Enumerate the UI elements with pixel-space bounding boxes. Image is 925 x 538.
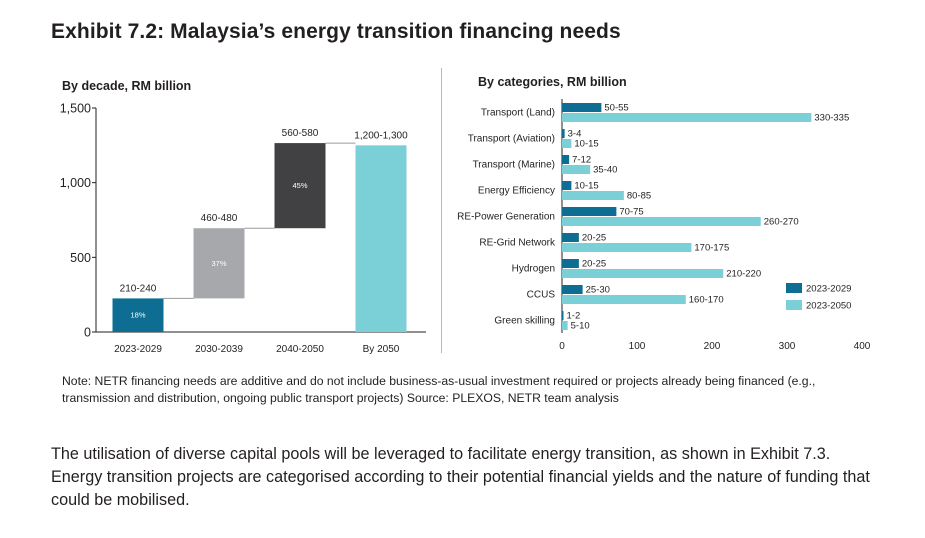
bar-value-label: 260-270: [764, 217, 799, 228]
bar-value-label: 330-335: [814, 113, 849, 124]
category-label: Energy Efficiency: [478, 186, 555, 197]
category-label: Transport (Aviation): [468, 134, 555, 145]
x-tick-label: 300: [779, 341, 796, 352]
x-category-label: 2030-2039: [195, 344, 243, 355]
bar-value-label: 160-170: [689, 295, 724, 306]
bar-value-label: 20-25: [582, 259, 606, 270]
bar-2023-2050: [562, 295, 686, 304]
category-label: RE-Grid Network: [479, 238, 556, 249]
y-tick-label: 0: [84, 326, 91, 340]
bar-2023-2050: [562, 243, 692, 252]
x-tick-label: 200: [704, 341, 721, 352]
bar-share-label: 18%: [130, 311, 145, 320]
bar-value-label: 3-4: [568, 129, 582, 140]
bar-range-label: 1,200-1,300: [354, 130, 408, 141]
bar-value-label: 50-55: [604, 103, 628, 114]
bar-2023-2050: [562, 113, 812, 122]
bar-value-label: 10-15: [574, 139, 598, 150]
bar-2023-2029: [562, 233, 579, 242]
bar-value-label: 25-30: [586, 285, 610, 296]
y-tick-label: 500: [70, 251, 91, 265]
bar-2023-2050: [562, 217, 761, 226]
category-label: Transport (Marine): [473, 160, 555, 171]
body-paragraph: The utilisation of diverse capital pools…: [51, 445, 870, 509]
legend-label: 2023-2050: [806, 301, 851, 312]
bar-2023-2029: [562, 207, 617, 216]
bar-value-label: 80-85: [627, 191, 651, 202]
bar-value-label: 170-175: [694, 243, 729, 254]
y-tick-label: 1,500: [60, 102, 91, 116]
y-tick-label: 1,000: [60, 176, 91, 190]
category-label: CCUS: [527, 290, 556, 301]
bar-value-label: 20-25: [582, 233, 606, 244]
bar-value-label: 7-12: [572, 155, 591, 166]
bar-2023-2029: [562, 103, 602, 112]
exhibit-title: Exhibit 7.2: Malaysia’s energy transitio…: [51, 20, 621, 43]
bar-2023-2050: [562, 139, 572, 148]
x-tick-label: 0: [559, 341, 565, 352]
bar-2023-2050: [562, 165, 591, 174]
waterfall-bar: [355, 145, 407, 332]
chart-divider: [441, 68, 442, 353]
bar-value-label: 70-75: [619, 207, 643, 218]
chart-note: Note: NETR financing needs are additive …: [62, 374, 816, 405]
bar-value-label: 10-15: [574, 181, 598, 192]
bar-range-label: 460-480: [201, 213, 238, 224]
decade-chart-subtitle: By decade, RM billion: [62, 79, 192, 93]
bar-value-label: 35-40: [593, 165, 617, 176]
bar-value-label: 1-2: [567, 311, 581, 322]
bar-share-label: 45%: [292, 181, 307, 190]
bar-2023-2029: [562, 285, 583, 294]
bar-2023-2029: [562, 129, 565, 138]
bar-2023-2029: [562, 259, 579, 268]
bar-value-label: 5-10: [571, 321, 590, 332]
x-category-label: 2023-2029: [114, 344, 162, 355]
x-category-label: 2040-2050: [276, 344, 324, 355]
category-chart-subtitle: By categories, RM billion: [478, 75, 627, 89]
waterfall-bar: [193, 228, 245, 299]
bar-2023-2029: [562, 311, 564, 320]
x-category-label: By 2050: [363, 344, 400, 355]
bar-2023-2029: [562, 181, 572, 190]
waterfall-bar: [274, 143, 326, 229]
legend-swatch: [786, 283, 802, 293]
x-tick-label: 400: [854, 341, 871, 352]
bar-2023-2050: [562, 321, 568, 330]
bar-2023-2050: [562, 191, 624, 200]
bar-range-label: 210-240: [120, 283, 157, 294]
bar-2023-2050: [562, 269, 724, 278]
bar-value-label: 210-220: [726, 269, 761, 280]
legend-swatch: [786, 300, 802, 310]
category-label: Transport (Land): [481, 108, 555, 119]
waterfall-bar: [112, 298, 164, 332]
bar-2023-2029: [562, 155, 570, 164]
bar-share-label: 37%: [211, 259, 226, 268]
legend-label: 2023-2029: [806, 284, 851, 295]
bar-range-label: 560-580: [282, 128, 319, 139]
category-label: Hydrogen: [512, 264, 555, 275]
category-label: RE-Power Generation: [457, 212, 555, 223]
category-label: Green skilling: [494, 316, 555, 327]
x-tick-label: 100: [629, 341, 646, 352]
